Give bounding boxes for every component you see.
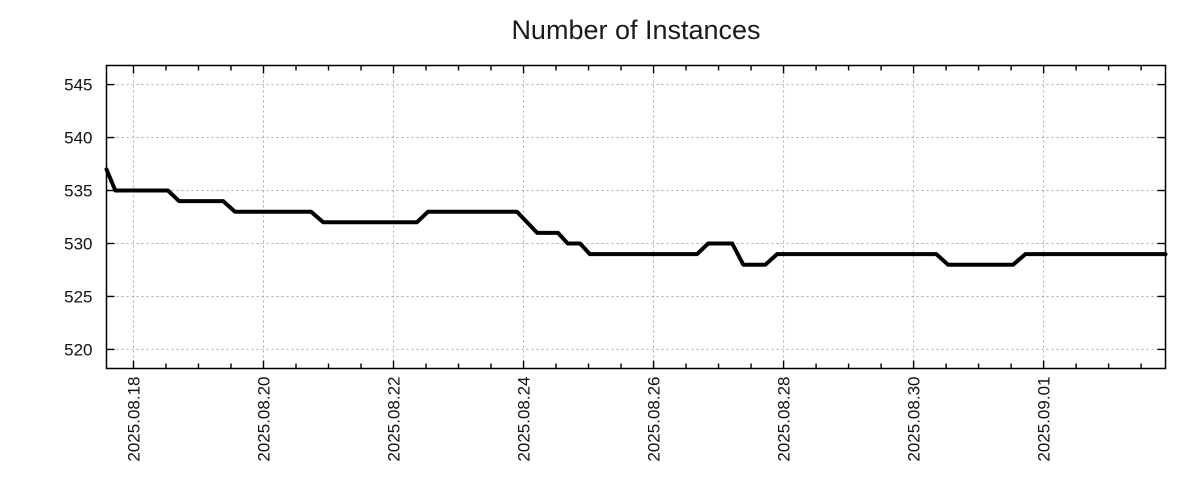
gridlines [106,65,1166,369]
x-tick-label: 2025.08.20 [254,377,273,462]
frame-rect [105,64,1167,370]
x-tick-label: 2025.08.24 [515,377,534,462]
y-tick-label: 530 [64,234,92,253]
plot-frame [105,64,1167,370]
x-tick-label: 2025.08.22 [385,377,404,462]
axis-ticks [106,65,1166,369]
y-axis-tick-labels: 520 525 530 535 540 545 [64,76,92,360]
x-tick-label: 2025.08.30 [905,377,924,462]
x-tick-label: 2025.08.28 [775,377,794,462]
chart-title: Number of Instances [511,15,760,45]
x-tick-label: 2025.08.26 [645,377,664,462]
y-tick-label: 545 [64,76,92,95]
y-tick-label: 540 [64,129,92,148]
y-tick-label: 520 [64,340,92,359]
data-series-line [104,167,1168,267]
y-tick-label: 535 [64,182,92,201]
x-axis-tick-labels: 2025.08.18 2025.08.20 2025.08.22 2025.08.24… [124,377,1053,462]
instances-line [104,167,1168,267]
x-tick-label: 2025.08.18 [124,377,143,462]
y-tick-label: 525 [64,287,92,306]
x-tick-label: 2025.09.01 [1035,377,1054,462]
